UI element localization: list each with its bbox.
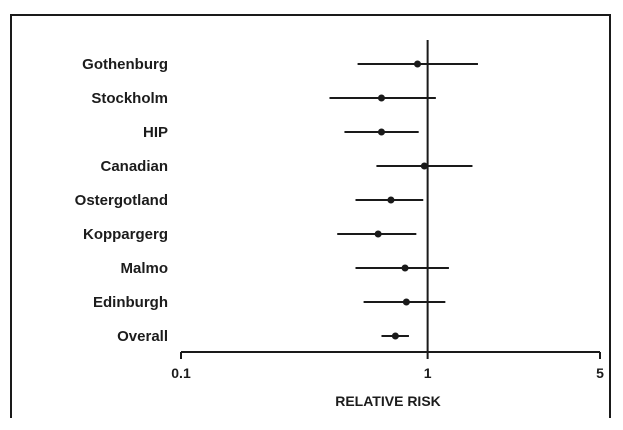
row-gothenburg: Gothenburg [82, 56, 478, 73]
row-canadian: Canadian [100, 158, 473, 175]
x-tick-label: 1 [424, 365, 432, 381]
row-label: Edinburgh [93, 294, 168, 311]
point-estimate [402, 298, 410, 306]
row-overall: Overall [117, 328, 409, 345]
row-label: Gothenburg [82, 56, 168, 73]
chart-frame [10, 14, 611, 418]
row-stockholm: Stockholm [91, 90, 436, 107]
point-estimate [374, 230, 382, 238]
row-edinburgh: Edinburgh [93, 294, 446, 311]
row-label: Malmo [120, 260, 168, 277]
row-label: Ostergotland [75, 192, 168, 209]
row-malmo: Malmo [120, 260, 449, 277]
row-ostergotland: Ostergotland [75, 192, 424, 209]
point-estimate [414, 60, 422, 68]
row-label: Canadian [100, 158, 168, 175]
row-label: Overall [117, 328, 168, 345]
point-estimate [420, 162, 428, 170]
point-estimate [377, 128, 385, 136]
point-estimate [391, 332, 399, 340]
x-tick-label: 0.1 [171, 365, 191, 381]
x-axis-title: RELATIVE RISK [335, 393, 441, 409]
row-koppargerg: Koppargerg [83, 226, 417, 243]
point-estimate [401, 264, 409, 272]
row-label: Stockholm [91, 90, 168, 107]
point-estimate [387, 196, 395, 204]
row-label: Koppargerg [83, 226, 168, 243]
row-label: HIP [143, 124, 168, 141]
x-tick-label: 5 [596, 365, 604, 381]
point-estimate [377, 94, 385, 102]
row-hip: HIP [143, 124, 419, 141]
